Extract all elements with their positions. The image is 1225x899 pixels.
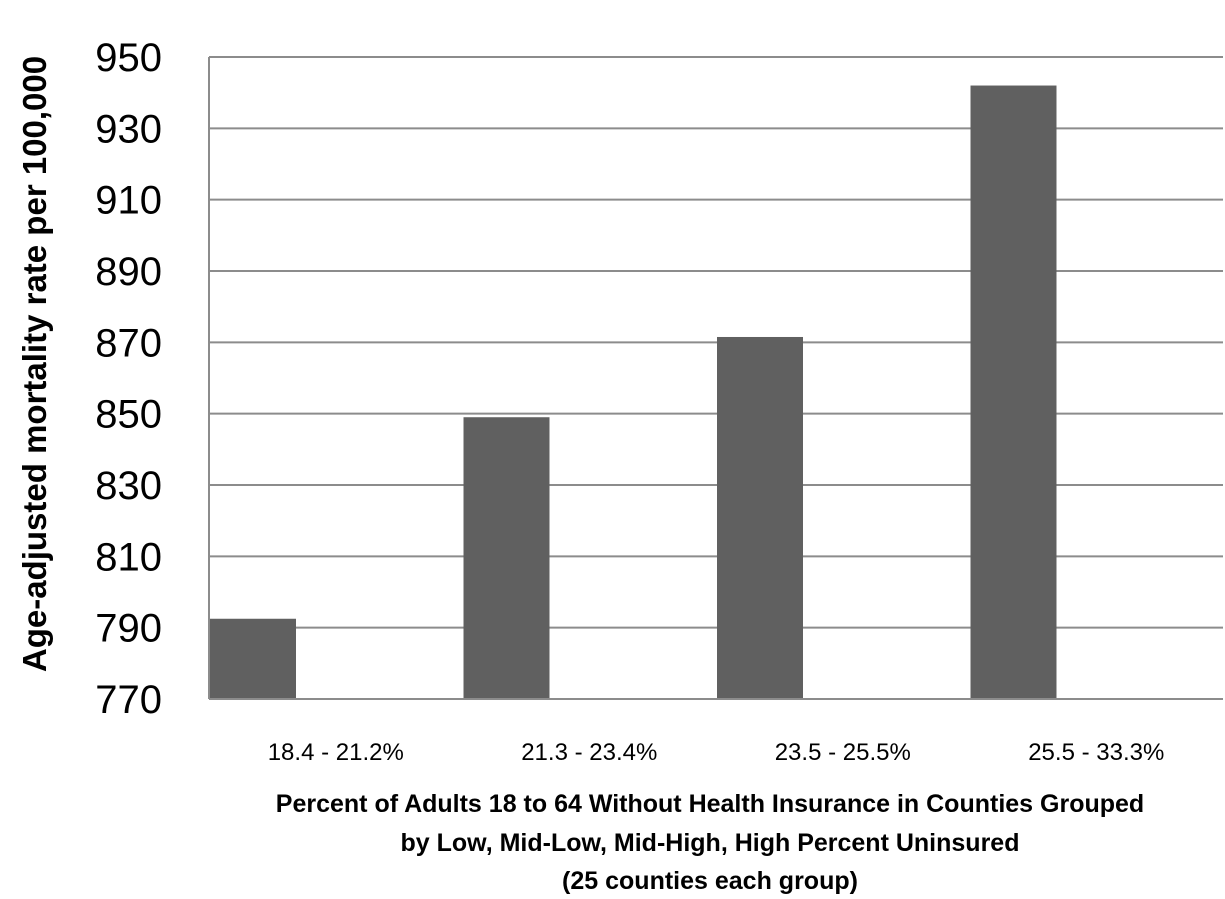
y-tick-label: 770	[95, 678, 162, 722]
x-axis-title-line-2: by Low, Mid-Low, Mid-High, High Percent …	[401, 829, 1020, 857]
y-tick-label: 850	[95, 393, 162, 437]
y-axis-title: Age-adjusted mortality rate per 100,000	[16, 56, 53, 672]
x-axis-title-line-1: Percent of Adults 18 to 64 Without Healt…	[276, 790, 1144, 818]
y-tick-label: 790	[95, 607, 162, 651]
x-category-label: 23.5 - 25.5%	[775, 739, 911, 766]
y-tick-label: 930	[95, 107, 162, 151]
y-tick-labels: 770 790 810 830 850 870 890 910 930 950	[95, 36, 162, 722]
bars	[210, 85, 1057, 700]
y-tick-label: 870	[95, 321, 162, 365]
x-axis-title-line-3: (25 counties each group)	[562, 867, 858, 895]
y-tick-label: 810	[95, 535, 162, 579]
bar	[463, 417, 550, 699]
bar	[970, 85, 1057, 700]
x-category-labels: 18.4 - 21.2% 21.3 - 23.4% 23.5 - 25.5% 25.5…	[268, 739, 1165, 766]
gridlines	[209, 56, 1223, 629]
x-category-label: 18.4 - 21.2%	[268, 739, 404, 766]
x-category-label: 21.3 - 23.4%	[521, 739, 657, 766]
y-tick-label: 890	[95, 250, 162, 294]
bar	[717, 336, 803, 699]
bar	[210, 618, 296, 699]
y-tick-label: 830	[95, 464, 162, 508]
y-tick-label: 910	[95, 179, 162, 223]
x-category-label: 25.5 - 33.3%	[1028, 739, 1164, 766]
y-tick-label: 950	[95, 36, 162, 80]
